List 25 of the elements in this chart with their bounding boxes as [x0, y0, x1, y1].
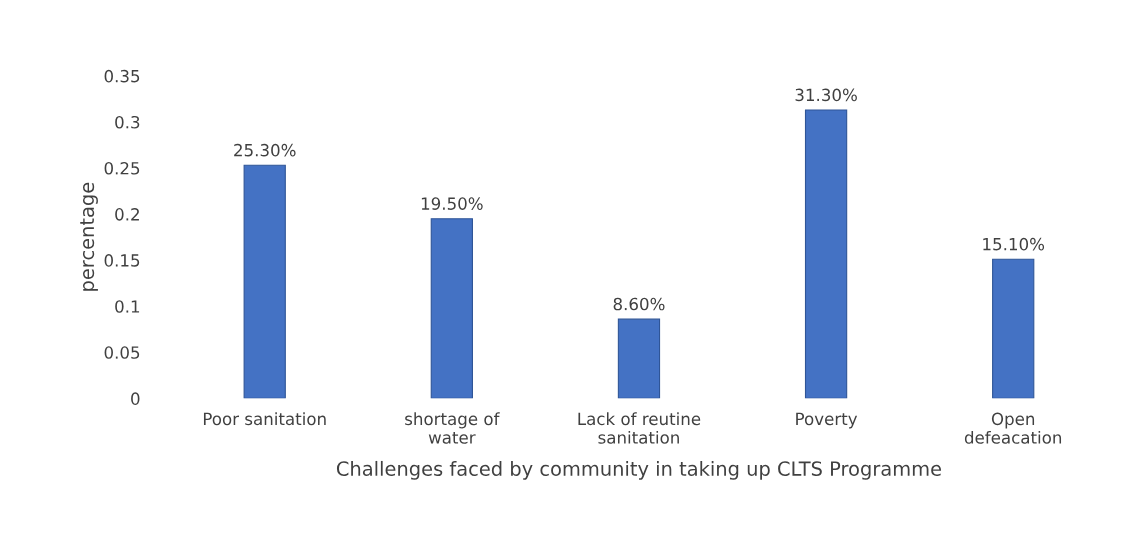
y-tick-label: 0.1 [115, 300, 140, 313]
y-tick-label: 0.3 [115, 115, 140, 129]
data-label: 15.10% [983, 237, 1045, 251]
x-tick-label: Lack of reutine sanitation [578, 412, 701, 444]
x-tick-label: Open defeacation [964, 412, 1062, 444]
x-tick-label: Poor sanitation [203, 412, 326, 426]
y-tick-label: 0.25 [104, 161, 140, 175]
bar [617, 318, 661, 399]
bar [992, 258, 1035, 399]
y-tick-label: 0.15 [104, 254, 140, 267]
y-tick-label: 0 [131, 392, 140, 405]
y-tick-label: 0.2 [115, 208, 139, 221]
data-label: 25.30% [234, 143, 296, 157]
x-tick-label: Poverty [796, 412, 858, 429]
data-label: 19.50% [421, 197, 483, 210]
bar [243, 164, 286, 399]
data-label: 8.60% [613, 297, 665, 311]
x-tick-label: shortage of water [405, 412, 500, 444]
data-label: 31.30% [795, 88, 857, 102]
x-axis-title: Challenges faced by community in taking up CLTS Programme [336, 460, 942, 480]
y-tick-label: 0.35 [104, 69, 140, 83]
bar [430, 218, 473, 399]
y-axis-title: percentage [80, 182, 98, 291]
y-tick-label: 0.05 [104, 346, 140, 359]
bar [804, 109, 848, 399]
